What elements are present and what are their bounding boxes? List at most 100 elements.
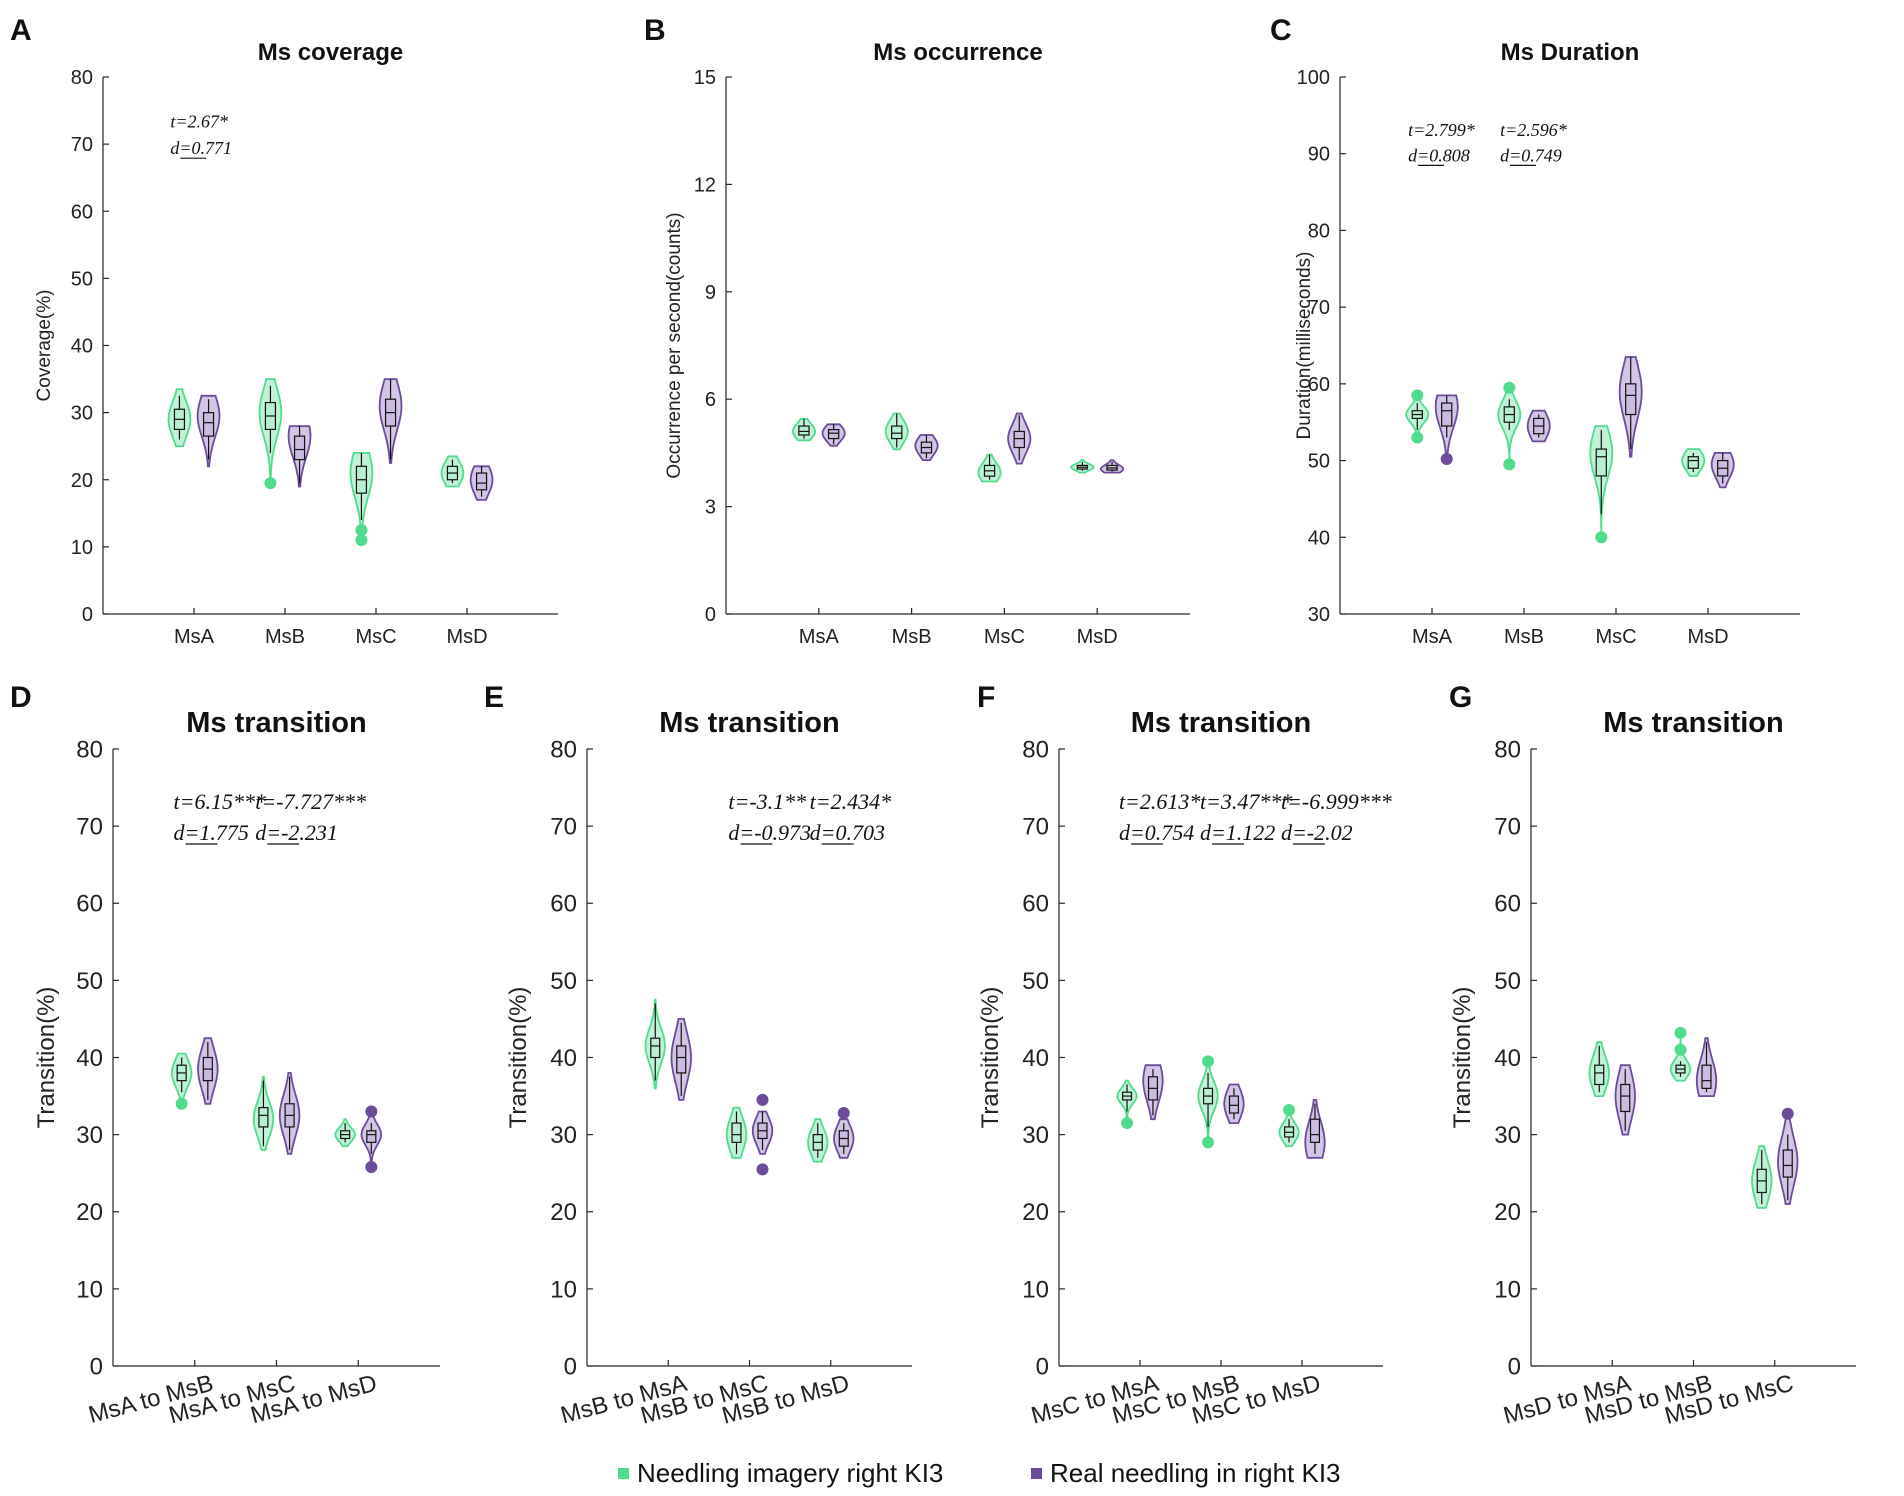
y-tick-label: 40 [550,1045,577,1072]
violin-purple [1223,1083,1245,1124]
outlier-point [175,1097,188,1110]
y-axis-label: Duration(milliseconds) [1294,252,1315,440]
violin-purple [1007,412,1032,465]
violin-green [1589,425,1614,544]
violin-purple [360,1105,383,1174]
outlier-point [1781,1107,1794,1120]
y-axis-label: Coverage(%) [34,290,55,402]
violin-green [1669,1026,1692,1082]
y-tick-label: 10 [76,1276,103,1303]
violin-box [366,1130,377,1143]
x-tick-label: MsA [799,626,840,648]
annotation-t: t=-7.727*** [255,789,366,814]
violin-green [167,388,192,448]
violin-green [440,455,465,488]
violin-green [1751,1145,1773,1209]
violin-purple [1142,1064,1164,1121]
y-tick-label: 15 [694,67,716,89]
outlier-point [837,1107,850,1120]
y-tick-label: 50 [550,968,577,995]
panel-label: A [10,14,32,47]
outlier-point [1202,1055,1215,1068]
y-tick-label: 0 [90,1353,103,1380]
violin-purple [469,465,494,501]
x-tick-label: MsB [265,626,305,648]
panel-label: C [1270,14,1292,47]
violin-purple [670,1018,692,1101]
legend-swatch-purple [1031,1467,1042,1479]
violin-purple [1434,394,1459,466]
violin-green [1405,389,1430,444]
panel-label: D [10,681,32,714]
x-tick-label: MsD [446,626,487,648]
annotation-d: d=0.754 [1119,820,1194,845]
y-tick-label: 80 [1494,736,1521,763]
outlier-point [1202,1136,1215,1149]
y-tick-label: 30 [1022,1122,1049,1149]
y-tick-label: 40 [76,1045,103,1072]
violin-box [827,429,840,440]
violin-box [1594,1064,1605,1086]
violin-green [252,1075,275,1151]
outlier-point [1674,1026,1687,1039]
violin-purple [197,1037,219,1105]
annotation-t: t=2.799* [1408,120,1475,140]
panel-a: A Ms coverage 0 10 20 30 40 50 60 70 80 Coverage(%)… [10,14,558,648]
y-tick-label: 20 [1022,1199,1049,1226]
y-tick-label: 0 [82,604,93,626]
annotation-t: t=2.596* [1500,120,1567,140]
y-tick-label: 50 [1022,968,1049,995]
violin-purple [1777,1107,1799,1205]
y-tick-label: 10 [71,537,93,559]
x-tick-label: MsD [1077,626,1118,648]
panel-label: E [484,681,504,714]
y-tick-label: 30 [71,403,93,425]
y-tick-label: 80 [71,67,93,89]
violin-purple [1614,1064,1636,1136]
violin-green [1116,1079,1138,1130]
violin-box [293,435,306,461]
y-tick-label: 30 [1308,604,1330,626]
violin-purple [833,1107,855,1159]
panel-label: F [977,681,995,714]
y-tick-label: 40 [71,336,93,358]
outlier-point [756,1093,769,1106]
legend-item-needling-imagery: Needling imagery right KI3 [618,1458,943,1488]
x-tick-label: MsB [892,626,932,648]
violin-box [1687,456,1699,469]
y-tick-label: 40 [1308,527,1330,549]
y-tick-label: 60 [1494,891,1521,918]
y-tick-label: 100 [1297,67,1330,89]
y-tick-label: 0 [1036,1353,1049,1380]
violin-green [334,1118,356,1148]
y-axis-label: Transition(%) [1449,987,1476,1129]
y-tick-label: 30 [76,1122,103,1149]
violin-purple [1710,452,1735,489]
violin-box [1013,430,1025,449]
y-tick-label: 80 [1308,220,1330,242]
panel-c: C Ms Duration 30 40 50 60 70 80 90 100 Duration(mi… [1270,14,1800,648]
violin-box [891,425,903,440]
annotation-d: d=0.771 [170,138,232,158]
y-axis-label: Occurrence per second(counts) [664,212,685,478]
chart-title: Ms transition [659,707,839,739]
y-tick-label: 10 [550,1276,577,1303]
panel-g: G Ms transition 0 10 20 30 40 50 60 70 80 Transitio… [1449,681,1856,1430]
panel-label: B [644,14,666,47]
y-tick-label: 60 [76,891,103,918]
violin-purple [196,394,221,468]
violin-box [798,425,810,436]
annotation-t: t=6.15*** [173,789,265,814]
violin-green [884,412,909,451]
annotation-t: t=2.613* [1119,789,1200,814]
violin-purple [378,378,403,464]
outlier-point [365,1161,378,1174]
outlier-point [365,1105,378,1118]
violin-box [731,1122,742,1143]
annotation-d: d=1.122 [1200,820,1275,845]
violin-green [644,998,666,1090]
violin-box [650,1037,661,1059]
violin-green [1070,459,1095,474]
violin-box [258,1107,269,1128]
violin-green [349,452,374,547]
